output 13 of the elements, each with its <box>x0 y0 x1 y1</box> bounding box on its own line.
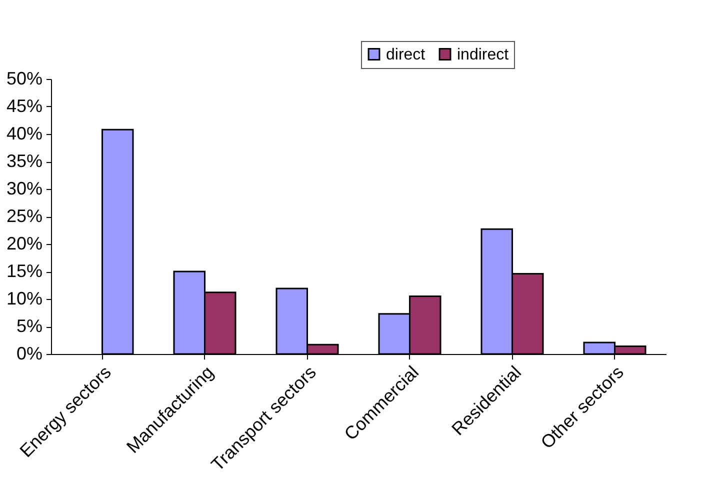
y-tick-label: 45% <box>6 96 42 116</box>
y-tick-label: 25% <box>6 206 42 226</box>
y-tick-label: 50% <box>6 68 42 88</box>
legend-label: indirect <box>457 46 510 64</box>
y-tick-label: 10% <box>6 288 42 308</box>
y-tick-label: 0% <box>16 344 42 364</box>
legend-label: direct <box>386 46 426 64</box>
y-tick-label: 30% <box>6 178 42 198</box>
y-tick-label: 15% <box>6 261 42 281</box>
y-tick-label: 20% <box>6 234 42 254</box>
y-tick-label: 35% <box>6 151 42 171</box>
y-tick-label: 5% <box>16 316 42 336</box>
y-tick-label: 40% <box>6 124 42 144</box>
